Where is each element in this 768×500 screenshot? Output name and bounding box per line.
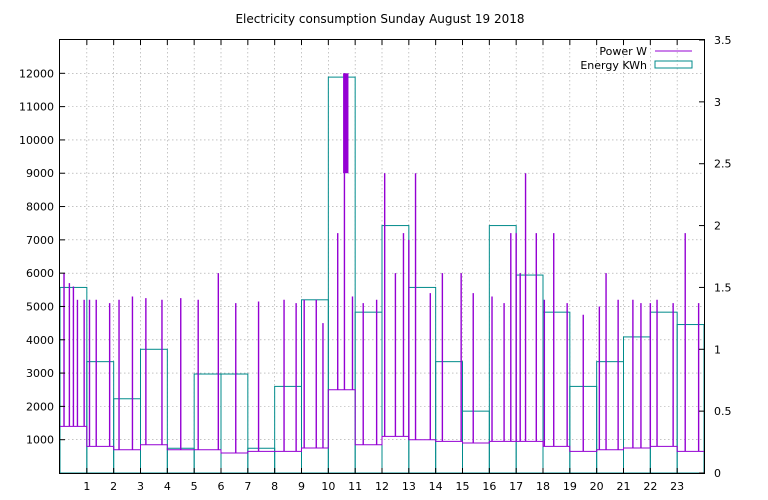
y2-tick-label: 1 <box>714 343 721 356</box>
energy-bar <box>166 447 195 474</box>
x-tick-label: 4 <box>164 480 171 493</box>
y-tick-label: 10000 <box>19 134 54 147</box>
power-series <box>60 73 704 454</box>
x-tick-label: 2 <box>110 480 117 493</box>
x-tick-label: 23 <box>670 480 684 493</box>
x-tick-label: 10 <box>321 480 335 493</box>
x-tick-label: 14 <box>429 480 443 493</box>
y2-tick-label: 0 <box>714 467 721 480</box>
y2-tick-label: 3 <box>714 96 721 109</box>
y-tick-label: 12000 <box>19 67 54 80</box>
x-tick-label: 13 <box>402 480 416 493</box>
y-tick-label: 2000 <box>26 400 54 413</box>
y-tick-label: 5000 <box>26 300 54 313</box>
energy-bar <box>435 361 463 474</box>
energy-bar <box>274 385 302 474</box>
energy-bar <box>676 324 705 474</box>
energy-bar <box>488 225 517 474</box>
x-tick-label: 9 <box>298 480 305 493</box>
energy-bar <box>327 76 356 474</box>
x-tick-label: 15 <box>456 480 470 493</box>
y-tick-label: 7000 <box>26 234 54 247</box>
x-tick-label: 18 <box>536 480 550 493</box>
plot-frame <box>59 39 705 474</box>
energy-bar <box>220 373 249 474</box>
power-peak-block <box>343 73 349 174</box>
x-tick-label: 20 <box>590 480 604 493</box>
y-tick-label: 6000 <box>26 267 54 280</box>
legend-label-power: Power W <box>599 45 647 58</box>
x-tick-label: 22 <box>643 480 657 493</box>
x-tick-label: 17 <box>509 480 523 493</box>
chart-title: Electricity consumption Sunday August 19… <box>235 12 524 26</box>
x-tick-label: 7 <box>244 480 251 493</box>
x-tick-label: 8 <box>271 480 278 493</box>
y2-tick-label: 1.5 <box>714 281 732 294</box>
energy-bar <box>462 410 490 474</box>
x-tick-label: 11 <box>348 480 362 493</box>
energy-bar <box>354 311 383 474</box>
y-tick-label: 1000 <box>26 434 54 447</box>
energy-bar <box>247 447 276 474</box>
energy-bar <box>140 348 168 474</box>
energy-bar <box>623 336 651 474</box>
legend: Power W Energy KWh <box>580 45 693 72</box>
x-tick-label: 12 <box>375 480 389 493</box>
energy-bar <box>113 398 141 474</box>
y-tick-label: 8000 <box>26 201 54 214</box>
axis-ticks: 1 2 3 4 5 6 7 8 9 10 11 12 13 14 15 16 17 18 19 20 21 22 23100… <box>19 34 732 493</box>
y-tick-label: 3000 <box>26 367 54 380</box>
x-tick-label: 6 <box>218 480 225 493</box>
power-baseline <box>60 389 704 454</box>
energy-bar <box>542 311 571 474</box>
y-tick-label: 4000 <box>26 334 54 347</box>
x-tick-label: 19 <box>563 480 577 493</box>
energy-bar <box>408 286 437 474</box>
y-tick-label: 9000 <box>26 167 54 180</box>
x-tick-label: 3 <box>137 480 144 493</box>
y2-tick-label: 2 <box>714 220 721 233</box>
y2-tick-label: 3.5 <box>714 34 732 47</box>
energy-bar <box>596 361 625 474</box>
x-tick-label: 5 <box>191 480 198 493</box>
y2-tick-label: 2.5 <box>714 158 732 171</box>
x-tick-label: 1 <box>83 480 90 493</box>
y-tick-label: 11000 <box>19 101 54 114</box>
legend-swatch-energy <box>654 60 693 69</box>
x-tick-label: 16 <box>482 480 496 493</box>
legend-label-energy: Energy KWh <box>580 59 647 72</box>
y2-tick-label: 0.5 <box>714 405 732 418</box>
x-tick-label: 21 <box>617 480 631 493</box>
energy-bar <box>301 299 329 474</box>
